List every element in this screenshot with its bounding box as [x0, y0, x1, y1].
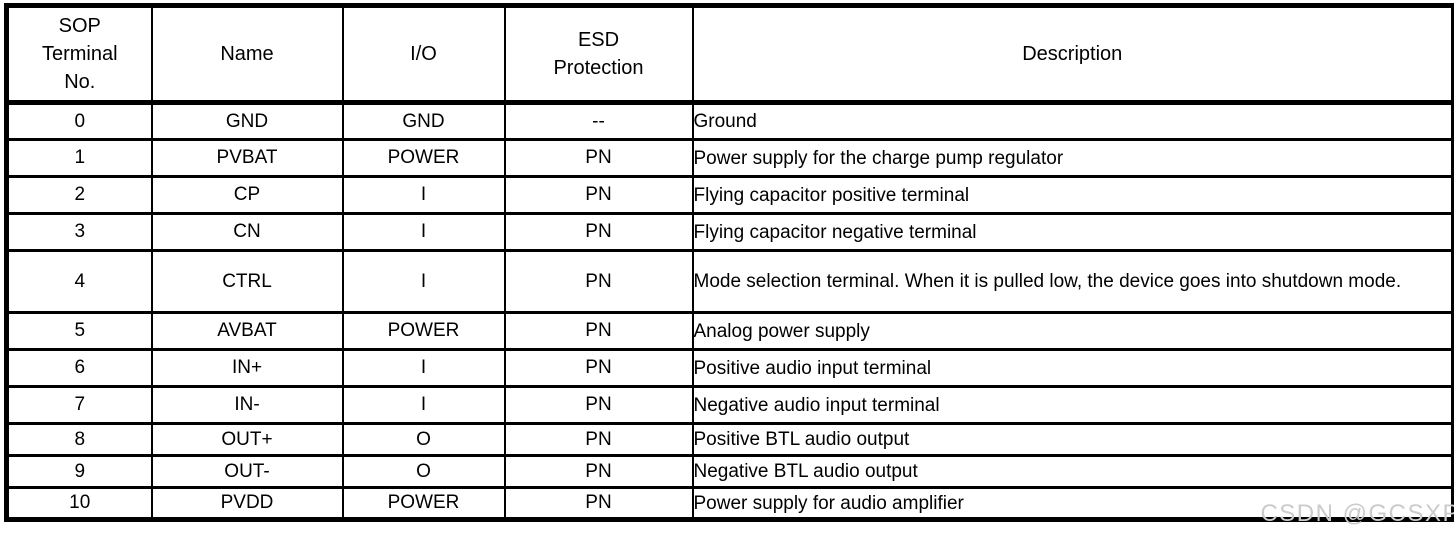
- cell-description: Mode selection terminal. When it is pull…: [691, 249, 1454, 314]
- cell-name: GND: [150, 101, 344, 141]
- cell-io: POWER: [341, 311, 506, 351]
- header-row: SOP Terminal No. Name I/O ESD Protection…: [5, 4, 1454, 105]
- table-row: 8 OUT+ O PN Positive BTL audio output: [5, 422, 1454, 457]
- cell-description: Power supply for the charge pump regulat…: [691, 138, 1454, 178]
- cell-description: Negative audio input terminal: [691, 385, 1454, 425]
- pin-table-container: SOP Terminal No. Name I/O ESD Protection…: [4, 3, 1454, 522]
- cell-io: O: [341, 422, 506, 457]
- cell-terminal-no: 2: [5, 175, 153, 215]
- cell-io: POWER: [341, 138, 506, 178]
- col-header-io: I/O: [341, 4, 506, 105]
- cell-name: PVDD: [150, 486, 344, 521]
- cell-name: CN: [150, 212, 344, 252]
- cell-description: Negative BTL audio output: [691, 454, 1454, 489]
- col-header-sop-terminal-no: SOP Terminal No.: [5, 4, 153, 105]
- cell-esd: PN: [503, 486, 694, 521]
- cell-terminal-no: 1: [5, 138, 153, 178]
- cell-io: I: [341, 348, 506, 388]
- cell-esd: PN: [503, 348, 694, 388]
- cell-esd: --: [503, 101, 694, 141]
- cell-description: Flying capacitor positive terminal: [691, 175, 1454, 215]
- cell-description: Positive BTL audio output: [691, 422, 1454, 457]
- cell-name: AVBAT: [150, 311, 344, 351]
- col-header-esd-protection: ESD Protection: [503, 4, 694, 105]
- cell-esd: PN: [503, 454, 694, 489]
- cell-esd: PN: [503, 385, 694, 425]
- table-row: 1 PVBAT POWER PN Power supply for the ch…: [5, 138, 1454, 178]
- cell-terminal-no: 7: [5, 385, 153, 425]
- cell-description: Power supply for audio amplifier: [691, 486, 1454, 521]
- table-row: 7 IN- I PN Negative audio input terminal: [5, 385, 1454, 425]
- cell-esd: PN: [503, 212, 694, 252]
- cell-terminal-no: 4: [5, 249, 153, 314]
- cell-esd: PN: [503, 138, 694, 178]
- cell-terminal-no: 6: [5, 348, 153, 388]
- cell-terminal-no: 10: [5, 486, 153, 521]
- cell-name: CP: [150, 175, 344, 215]
- table-row: 6 IN+ I PN Positive audio input terminal: [5, 348, 1454, 388]
- cell-esd: PN: [503, 311, 694, 351]
- cell-name: IN-: [150, 385, 344, 425]
- cell-io: I: [341, 249, 506, 314]
- table-row: 5 AVBAT POWER PN Analog power supply: [5, 311, 1454, 351]
- cell-terminal-no: 0: [5, 101, 153, 141]
- cell-io: GND: [341, 101, 506, 141]
- col-header-description: Description: [691, 4, 1454, 105]
- cell-io: I: [341, 212, 506, 252]
- cell-io: POWER: [341, 486, 506, 521]
- pin-description-table: SOP Terminal No. Name I/O ESD Protection…: [4, 3, 1454, 522]
- cell-io: I: [341, 175, 506, 215]
- cell-terminal-no: 9: [5, 454, 153, 489]
- cell-description: Analog power supply: [691, 311, 1454, 351]
- cell-esd: PN: [503, 249, 694, 314]
- table-body: 0 GND GND -- Ground 1 PVBAT POWER PN Pow…: [5, 101, 1454, 521]
- cell-io: I: [341, 385, 506, 425]
- cell-esd: PN: [503, 175, 694, 215]
- cell-name: OUT-: [150, 454, 344, 489]
- cell-io: O: [341, 454, 506, 489]
- cell-terminal-no: 3: [5, 212, 153, 252]
- cell-description: Ground: [691, 101, 1454, 141]
- cell-esd: PN: [503, 422, 694, 457]
- cell-description: Positive audio input terminal: [691, 348, 1454, 388]
- cell-description: Flying capacitor negative terminal: [691, 212, 1454, 252]
- cell-name: PVBAT: [150, 138, 344, 178]
- table-row: 0 GND GND -- Ground: [5, 101, 1454, 141]
- table-row: 10 PVDD POWER PN Power supply for audio …: [5, 486, 1454, 521]
- table-row: 2 CP I PN Flying capacitor positive term…: [5, 175, 1454, 215]
- cell-name: CTRL: [150, 249, 344, 314]
- table-row: 4 CTRL I PN Mode selection terminal. Whe…: [5, 249, 1454, 314]
- table-row: 3 CN I PN Flying capacitor negative term…: [5, 212, 1454, 252]
- cell-name: OUT+: [150, 422, 344, 457]
- cell-terminal-no: 8: [5, 422, 153, 457]
- cell-name: IN+: [150, 348, 344, 388]
- cell-terminal-no: 5: [5, 311, 153, 351]
- table-row: 9 OUT- O PN Negative BTL audio output: [5, 454, 1454, 489]
- col-header-name: Name: [150, 4, 344, 105]
